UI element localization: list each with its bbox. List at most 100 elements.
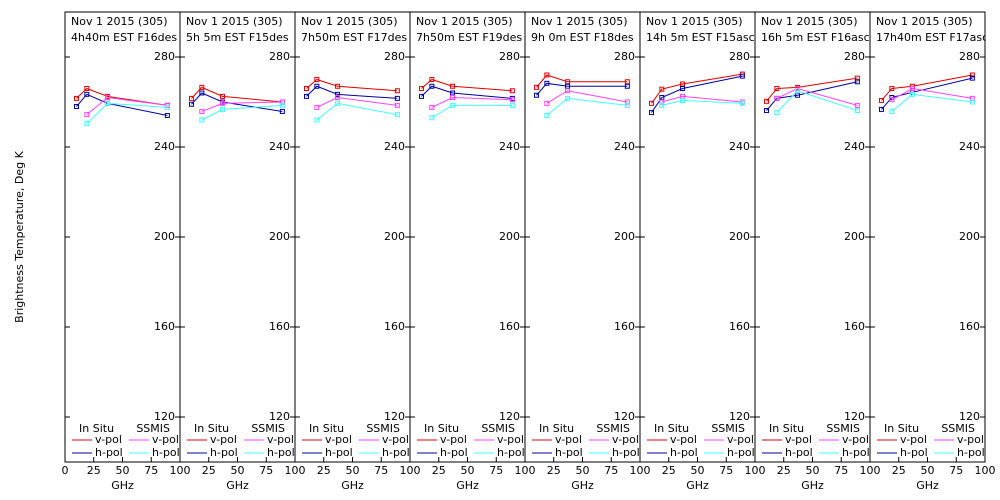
legend-label: v-pol [842, 433, 869, 446]
point-marker [774, 86, 780, 91]
point-marker [739, 100, 745, 106]
x-tick-label: 75 [834, 464, 848, 477]
x-tick-label: 100 [630, 464, 651, 477]
y-tick-label: 280 [614, 50, 635, 63]
y-tick-label: 120 [959, 410, 980, 423]
point-marker [649, 110, 654, 116]
series-line [651, 75, 743, 113]
series-line [536, 82, 628, 96]
series-line [76, 87, 168, 106]
legend-label: h-pol [152, 446, 180, 459]
y-tick-label: 200 [384, 230, 405, 243]
legend-group: SSMIS [366, 422, 400, 435]
y-tick-label: 120 [729, 410, 750, 423]
legend-label: h-pol [727, 446, 755, 459]
point-marker [854, 108, 860, 114]
panel-subtitle: 4h40m EST F16des [71, 31, 177, 44]
y-tick-label: 200 [729, 230, 750, 243]
y-tick-label: 200 [959, 230, 980, 243]
point-marker [220, 106, 226, 112]
point-marker [199, 108, 205, 114]
point-marker [279, 108, 285, 114]
y-tick-label: 160 [384, 320, 405, 333]
x-axis-label: GHz [111, 479, 134, 492]
x-tick-label: 75 [719, 464, 733, 477]
point-marker [969, 99, 975, 105]
y-tick-label: 280 [729, 50, 750, 63]
y-tick-label: 280 [384, 50, 405, 63]
legend-label: v-pol [95, 433, 122, 446]
point-marker [544, 113, 550, 118]
point-marker [889, 97, 895, 103]
series-line [431, 96, 513, 108]
x-tick-label: 25 [547, 464, 561, 477]
point-marker [105, 100, 111, 106]
y-tick-label: 120 [154, 410, 175, 423]
point-marker [680, 97, 686, 103]
panel-title: Nov 1 2015 (305) [876, 15, 973, 28]
panel: Nov 1 2015 (305) 5h 5m EST F15des 120 160 20… [186, 15, 295, 459]
legend-label: h-pol [267, 446, 295, 459]
y-tick-label: 240 [614, 140, 635, 153]
legend-label: h-pol [957, 446, 985, 459]
y-tick-label: 280 [844, 50, 865, 63]
x-tick-label: 100 [975, 464, 996, 477]
point-marker [534, 84, 539, 90]
y-tick-label: 200 [499, 230, 520, 243]
legend-group: In Situ [424, 422, 459, 435]
x-tick-label: 100 [860, 464, 881, 477]
point-marker [879, 106, 884, 112]
point-marker [314, 104, 320, 110]
y-tick-label: 160 [844, 320, 865, 333]
legend-label: h-pol [900, 446, 928, 459]
y-tick-label: 240 [269, 140, 290, 153]
point-marker [450, 83, 456, 89]
x-tick-label: 50 [806, 464, 820, 477]
panel: Nov 1 2015 (305) 17h40m EST F17asc 120 160 2… [876, 15, 988, 459]
series-line [546, 90, 628, 104]
x-axis-label: GHz [686, 479, 709, 492]
series-line [431, 104, 513, 119]
y-tick-label: 160 [269, 320, 290, 333]
point-marker [429, 104, 435, 110]
legend-label: h-pol [325, 446, 353, 459]
point-marker [565, 88, 571, 94]
legend-group: In Situ [194, 422, 229, 435]
y-tick-label: 240 [154, 140, 175, 153]
point-marker [84, 121, 90, 127]
series-line [86, 102, 168, 124]
y-tick-label: 160 [959, 320, 980, 333]
legend-group: SSMIS [941, 422, 975, 435]
panel: Nov 1 2015 (305) 7h50m EST F19des 120 160 20… [416, 15, 525, 459]
panel-title: Nov 1 2015 (305) [416, 15, 513, 28]
series-line [661, 99, 743, 106]
point-marker [659, 102, 665, 108]
point-marker [164, 104, 170, 110]
x-tick-label: 50 [921, 464, 935, 477]
point-marker [450, 102, 456, 108]
x-tick-label: 75 [949, 464, 963, 477]
y-tick-label: 160 [729, 320, 750, 333]
point-marker [624, 99, 630, 105]
panel-title: Nov 1 2015 (305) [71, 15, 168, 28]
y-tick-label: 200 [614, 230, 635, 243]
y-tick-label: 200 [269, 230, 290, 243]
legend-label: v-pol [210, 433, 237, 446]
point-marker [854, 102, 860, 108]
point-marker [304, 93, 309, 99]
x-tick-label: 25 [432, 464, 446, 477]
legend-label: v-pol [785, 433, 812, 446]
x-axis-label: GHz [571, 479, 594, 492]
x-tick-label: 100 [170, 464, 191, 477]
series-line [316, 96, 398, 108]
x-tick-label: 25 [777, 464, 791, 477]
x-tick-label: 50 [116, 464, 130, 477]
point-marker [910, 91, 916, 97]
panel-subtitle: 14h 5m EST F15asc [646, 31, 755, 44]
x-tick-label: 50 [691, 464, 705, 477]
panel-subtitle: 17h40m EST F17asc [876, 31, 988, 44]
x-tick-label: 75 [604, 464, 618, 477]
legend-label: v-pol [957, 433, 984, 446]
panel-subtitle: 5h 5m EST F15des [186, 31, 289, 44]
x-axis-label: GHz [341, 479, 364, 492]
